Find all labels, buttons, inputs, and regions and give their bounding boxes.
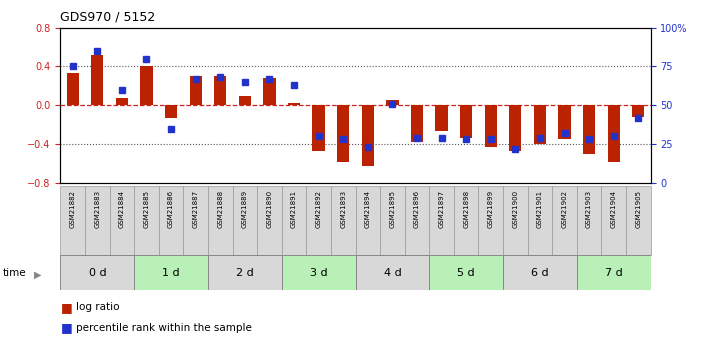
Bar (165, 105, 177, 118)
Text: GSM21899: GSM21899 (488, 190, 493, 228)
Text: GSM21898: GSM21898 (463, 190, 469, 228)
FancyBboxPatch shape (208, 255, 282, 290)
Bar (288, 103, 300, 105)
FancyBboxPatch shape (429, 255, 503, 290)
Text: 0 d: 0 d (88, 268, 106, 277)
Text: GSM21900: GSM21900 (513, 190, 518, 228)
FancyBboxPatch shape (257, 186, 282, 255)
Bar (460, 105, 472, 138)
Text: GSM21897: GSM21897 (439, 190, 444, 228)
Text: 7 d: 7 d (605, 268, 623, 277)
Text: GSM21896: GSM21896 (414, 190, 420, 228)
FancyBboxPatch shape (380, 186, 405, 255)
FancyBboxPatch shape (232, 186, 257, 255)
Bar (67, 73, 79, 105)
FancyBboxPatch shape (577, 255, 651, 290)
Bar (263, 78, 276, 105)
FancyBboxPatch shape (405, 186, 429, 255)
Text: GSM21884: GSM21884 (119, 190, 125, 228)
Bar (485, 105, 497, 147)
FancyBboxPatch shape (429, 186, 454, 255)
Bar (411, 105, 423, 142)
Bar (386, 100, 399, 105)
FancyBboxPatch shape (552, 186, 577, 255)
Text: GSM21892: GSM21892 (316, 190, 321, 228)
FancyBboxPatch shape (479, 186, 503, 255)
FancyBboxPatch shape (134, 186, 159, 255)
Text: log ratio: log ratio (76, 302, 119, 312)
FancyBboxPatch shape (183, 186, 208, 255)
Text: GSM21891: GSM21891 (291, 190, 297, 228)
Text: GSM21902: GSM21902 (562, 190, 567, 228)
FancyBboxPatch shape (60, 186, 85, 255)
FancyBboxPatch shape (577, 186, 602, 255)
Text: ■: ■ (60, 321, 73, 334)
Text: GSM21893: GSM21893 (340, 190, 346, 228)
FancyBboxPatch shape (331, 186, 356, 255)
Bar (337, 105, 349, 161)
FancyBboxPatch shape (503, 255, 577, 290)
FancyBboxPatch shape (454, 186, 479, 255)
FancyBboxPatch shape (109, 186, 134, 255)
Text: GSM21889: GSM21889 (242, 190, 248, 228)
Text: GSM21901: GSM21901 (537, 190, 543, 228)
Text: 6 d: 6 d (531, 268, 549, 277)
Text: GSM21888: GSM21888 (218, 190, 223, 228)
Text: GSM21886: GSM21886 (168, 190, 174, 228)
Bar (140, 66, 153, 105)
Bar (312, 105, 325, 151)
Text: time: time (3, 268, 26, 277)
FancyBboxPatch shape (528, 186, 552, 255)
FancyBboxPatch shape (60, 255, 134, 290)
Bar (558, 105, 571, 139)
Text: GSM21904: GSM21904 (611, 190, 616, 228)
Bar (91, 55, 104, 105)
Bar (607, 105, 620, 161)
Bar (239, 96, 251, 105)
FancyBboxPatch shape (85, 186, 109, 255)
Text: 3 d: 3 d (310, 268, 328, 277)
Bar (435, 105, 448, 131)
Text: GSM21890: GSM21890 (267, 190, 272, 228)
Text: GSM21882: GSM21882 (70, 190, 76, 228)
Bar (116, 98, 128, 105)
FancyBboxPatch shape (306, 186, 331, 255)
Text: GSM21905: GSM21905 (635, 190, 641, 228)
FancyBboxPatch shape (282, 186, 306, 255)
Text: 4 d: 4 d (383, 268, 401, 277)
Text: ■: ■ (60, 300, 73, 314)
FancyBboxPatch shape (356, 255, 429, 290)
Text: GSM21894: GSM21894 (365, 190, 371, 228)
Text: GSM21883: GSM21883 (95, 190, 100, 228)
Text: GDS970 / 5152: GDS970 / 5152 (60, 10, 156, 23)
FancyBboxPatch shape (356, 186, 380, 255)
Bar (190, 76, 202, 105)
FancyBboxPatch shape (602, 186, 626, 255)
Text: 1 d: 1 d (162, 268, 180, 277)
Text: percentile rank within the sample: percentile rank within the sample (76, 323, 252, 333)
Text: 2 d: 2 d (236, 268, 254, 277)
FancyBboxPatch shape (282, 255, 356, 290)
Bar (509, 105, 521, 151)
Bar (362, 105, 374, 166)
Bar (214, 76, 226, 105)
FancyBboxPatch shape (626, 186, 651, 255)
Text: GSM21895: GSM21895 (390, 190, 395, 228)
Text: ▶: ▶ (34, 269, 42, 279)
Bar (534, 105, 546, 144)
Text: 5 d: 5 d (457, 268, 475, 277)
Text: GSM21887: GSM21887 (193, 190, 198, 228)
FancyBboxPatch shape (208, 186, 232, 255)
Bar (583, 105, 595, 154)
Text: GSM21885: GSM21885 (144, 190, 149, 228)
Text: GSM21903: GSM21903 (586, 190, 592, 228)
FancyBboxPatch shape (134, 255, 208, 290)
FancyBboxPatch shape (503, 186, 528, 255)
FancyBboxPatch shape (159, 186, 183, 255)
Bar (632, 105, 644, 117)
